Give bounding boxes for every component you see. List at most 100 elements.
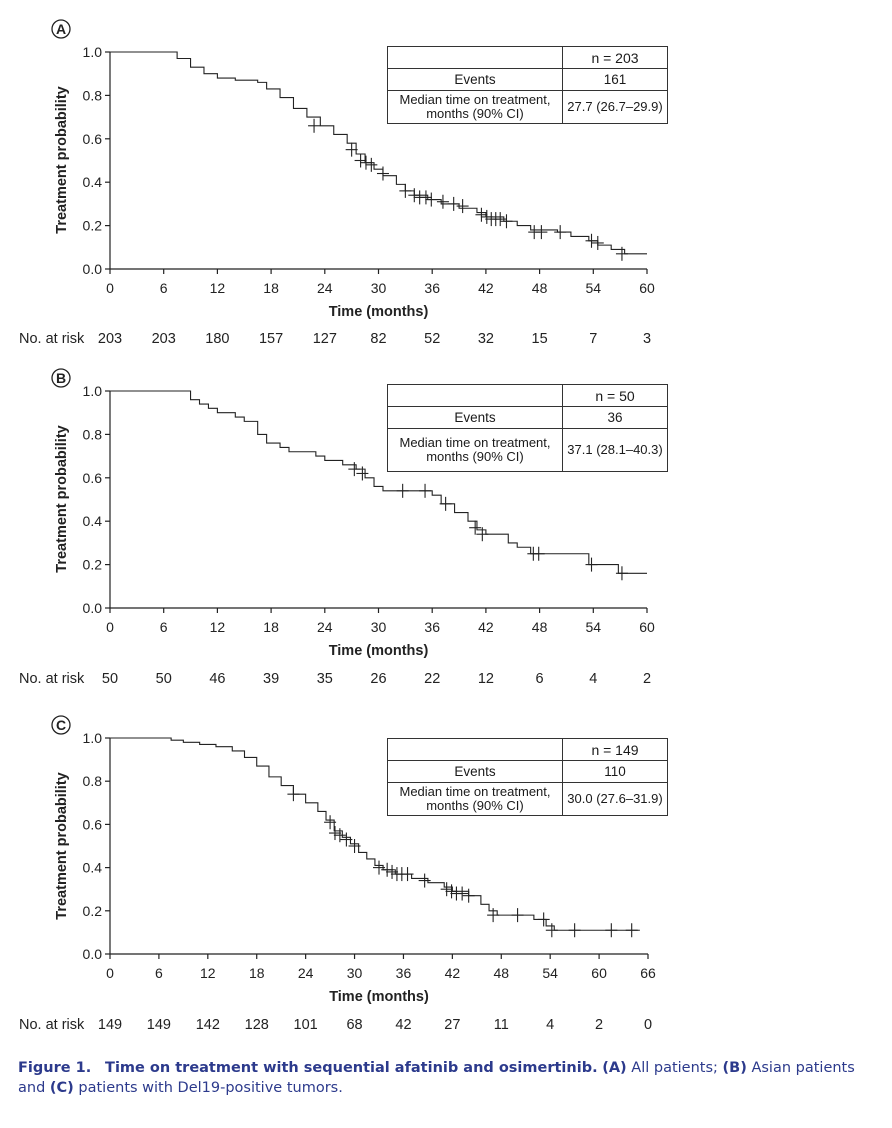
risk-value: 142 xyxy=(196,1017,220,1033)
panel-a: A 0.0 0.2 0.4 0.6 0.8 1.0 0 6 12 18 24 30 36 42 48 54 60 T… xyxy=(0,0,892,360)
x-tick-label: 36 xyxy=(396,965,412,981)
risk-value: 39 xyxy=(263,671,279,687)
x-tick-label: 42 xyxy=(478,619,494,635)
table-events-label: Events xyxy=(387,760,563,783)
table-events-value: 110 xyxy=(562,760,668,783)
risk-label: No. at risk xyxy=(19,671,85,687)
table-blank xyxy=(387,46,563,69)
y-tick-label: 0.0 xyxy=(83,946,103,962)
table-events-label: Events xyxy=(387,68,563,91)
caption-c-text: patients with Del19-positive tumors. xyxy=(73,1080,343,1096)
chart-b: B0.00.20.40.60.81.00 6 12 18 24 30 36 42 48 54 60T… xyxy=(19,368,655,687)
panel-label-circle xyxy=(51,368,71,388)
risk-value: 3 xyxy=(643,331,651,347)
x-tick-label: 12 xyxy=(210,280,226,296)
x-tick-label: 18 xyxy=(263,280,279,296)
x-tick-label: 24 xyxy=(317,619,333,635)
y-axis-label: Treatment probability xyxy=(54,772,70,919)
risk-value: 0 xyxy=(644,1017,652,1033)
x-tick-label: 18 xyxy=(249,965,265,981)
risk-value: 26 xyxy=(370,671,386,687)
caption-prefix: Figure 1. xyxy=(18,1060,92,1076)
table-blank xyxy=(387,738,563,761)
risk-value: 52 xyxy=(424,331,440,347)
x-tick-label: 0 xyxy=(106,280,114,296)
x-tick-label: 24 xyxy=(298,965,314,981)
panel-label: A xyxy=(56,21,66,37)
panel-c: C 0.0 0.2 0.4 0.6 0.8 1.0 0 6 12 18 24 30 36 42 48 54 60 6… xyxy=(0,710,892,1050)
risk-value: 32 xyxy=(478,331,494,347)
panel-b: B 0.0 0.2 0.4 0.6 0.8 1.0 0 6 12 18 24 30 36 42 48 54 60 T… xyxy=(0,364,892,704)
x-tick-label: 30 xyxy=(371,619,387,635)
caption-c-label: (C) xyxy=(49,1080,74,1096)
y-tick-label: 0.6 xyxy=(83,131,103,147)
y-tick-label: 0.6 xyxy=(83,470,103,486)
stats-table-c: n = 149 Events 110 Median time on treatme… xyxy=(387,738,668,816)
risk-value: 4 xyxy=(589,671,597,687)
table-events-value: 161 xyxy=(562,68,668,91)
panel-label-circle xyxy=(51,715,71,735)
risk-value: 15 xyxy=(532,331,548,347)
risk-value: 42 xyxy=(395,1017,411,1033)
x-tick-label: 60 xyxy=(639,619,655,635)
risk-value: 22 xyxy=(424,671,440,687)
x-tick-label: 12 xyxy=(200,965,216,981)
risk-value: 7 xyxy=(589,331,597,347)
y-tick-label: 0.2 xyxy=(83,557,103,573)
y-tick-label: 1.0 xyxy=(83,730,103,746)
caption-title: Time on treatment with sequential afatin… xyxy=(105,1060,598,1076)
x-tick-label: 30 xyxy=(371,280,387,296)
x-tick-label: 0 xyxy=(106,965,114,981)
table-median-label: Median time on treatment, months (90% CI) xyxy=(387,428,563,472)
table-median-label: Median time on treatment, months (90% CI) xyxy=(387,782,563,816)
risk-value: 6 xyxy=(536,671,544,687)
risk-value: 128 xyxy=(245,1017,269,1033)
caption-a-label: (A) xyxy=(602,1060,627,1076)
x-axis-label: Time (months) xyxy=(329,989,429,1005)
table-median-value: 30.0 (27.6–31.9) xyxy=(562,782,668,816)
risk-value: 2 xyxy=(643,671,651,687)
x-tick-label: 6 xyxy=(160,619,168,635)
y-axis-label: Treatment probability xyxy=(54,425,70,572)
x-tick-label: 42 xyxy=(445,965,461,981)
y-tick-label: 0.0 xyxy=(83,600,103,616)
chart-c: C0.00.20.40.60.81.00 6 12 18 24 30 36 42 48 54 60 6… xyxy=(19,715,656,1033)
y-tick-label: 0.4 xyxy=(83,174,103,190)
risk-label: No. at risk xyxy=(19,1017,85,1033)
figure-caption: Figure 1. Time on treatment with sequent… xyxy=(18,1058,868,1098)
x-tick-label: 48 xyxy=(532,619,548,635)
y-tick-label: 0.4 xyxy=(83,513,103,529)
risk-value: 35 xyxy=(317,671,333,687)
caption-b-label: (B) xyxy=(722,1060,747,1076)
risk-value: 101 xyxy=(294,1017,318,1033)
risk-value: 82 xyxy=(370,331,386,347)
table-n: n = 50 xyxy=(562,384,668,407)
x-axis-label: Time (months) xyxy=(329,643,429,659)
risk-value: 50 xyxy=(156,671,172,687)
table-events-value: 36 xyxy=(562,406,668,429)
table-median-value: 37.1 (28.1–40.3) xyxy=(562,428,668,472)
risk-value: 203 xyxy=(152,331,176,347)
y-tick-label: 0.2 xyxy=(83,218,103,234)
y-tick-label: 0.8 xyxy=(83,426,103,442)
risk-value: 4 xyxy=(546,1017,554,1033)
y-tick-label: 1.0 xyxy=(83,44,103,60)
x-tick-label: 54 xyxy=(586,619,602,635)
x-tick-label: 54 xyxy=(586,280,602,296)
y-tick-label: 0.2 xyxy=(83,903,103,919)
risk-value: 50 xyxy=(102,671,118,687)
x-tick-label: 54 xyxy=(542,965,558,981)
x-tick-label: 18 xyxy=(263,619,279,635)
x-tick-label: 36 xyxy=(424,619,440,635)
x-tick-label: 12 xyxy=(210,619,226,635)
x-tick-label: 30 xyxy=(347,965,363,981)
x-tick-label: 60 xyxy=(639,280,655,296)
caption-a-text: All patients; xyxy=(626,1060,723,1076)
panel-label: C xyxy=(56,717,66,733)
x-axis-label: Time (months) xyxy=(329,304,429,320)
y-tick-label: 0.4 xyxy=(83,860,103,876)
risk-value: 2 xyxy=(595,1017,603,1033)
survival-curve xyxy=(110,737,640,931)
stats-table-b: n = 50 Events 36 Median time on treatment… xyxy=(387,384,668,472)
chart-a: A 0.0 0.2 0.4 0.6 0.8 1.0 0 6 12 18 24 30 36 42 48 54 60 T… xyxy=(19,19,655,347)
